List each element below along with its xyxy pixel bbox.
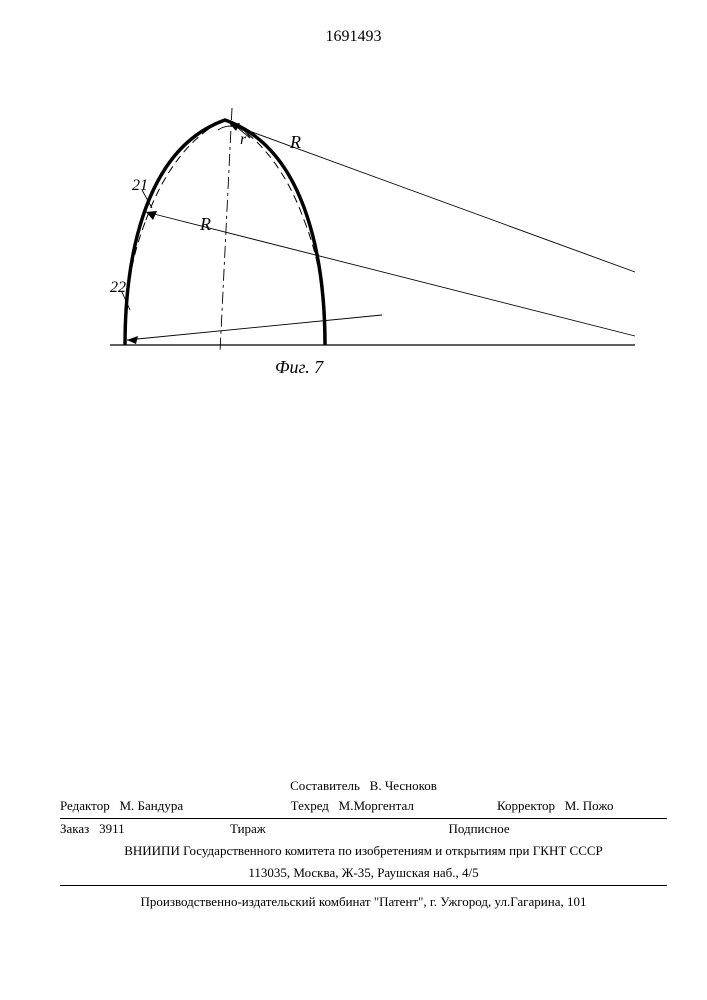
credits-row: Редактор М. Бандура Техред М.Моргентал К… <box>60 796 667 818</box>
subscription-text: Подписное <box>448 821 509 836</box>
label-21: 21 <box>132 177 148 194</box>
label-R-upper: R <box>289 132 301 152</box>
label-R-middle: R <box>199 214 211 234</box>
label-22: 22 <box>110 279 126 296</box>
order-label: Заказ <box>60 821 89 836</box>
order-cell: Заказ 3911 <box>60 821 230 837</box>
editor-cell: Редактор М. Бандура <box>60 798 291 814</box>
composer-label: Составитель <box>290 778 360 793</box>
radius-line-lower <box>127 315 382 340</box>
arch-outline <box>125 120 325 345</box>
tirage-cell: Тираж <box>230 821 449 837</box>
radius-line-middle <box>146 212 635 336</box>
editor-label: Редактор <box>60 798 110 813</box>
corrector-name: М. Пожо <box>565 798 614 813</box>
center-axis <box>220 108 232 352</box>
composer-line: Составитель В. Чесноков <box>60 774 667 796</box>
techred-label: Техред <box>291 798 329 813</box>
subscription-cell: Подписное <box>448 821 667 837</box>
figure-svg: r R R 21 22 Фиг. 7 <box>80 90 640 380</box>
figure-7: r R R 21 22 Фиг. 7 <box>80 90 640 380</box>
order-number: 3911 <box>99 821 125 836</box>
footer-block: Составитель В. Чесноков Редактор М. Банд… <box>60 774 667 910</box>
techred-cell: Техред М.Моргентал <box>291 798 497 814</box>
arch-dash-left-upper <box>146 120 225 220</box>
tirage-label: Тираж <box>230 821 266 836</box>
label-small-r: r <box>240 131 247 148</box>
corrector-label: Корректор <box>497 798 555 813</box>
arrow-lower <box>127 336 138 344</box>
corrector-cell: Корректор М. Пожо <box>497 798 667 814</box>
editor-name: М. Бандура <box>119 798 183 813</box>
address-line: 113035, Москва, Ж-35, Раушская наб., 4/5 <box>60 863 667 885</box>
publisher-line: Производственно-издательский комбинат "П… <box>60 886 667 910</box>
order-row: Заказ 3911 Тираж Подписное <box>60 819 667 841</box>
org-line: ВНИИПИ Государственного комитета по изоб… <box>60 841 667 863</box>
composer-name: В. Чесноков <box>370 778 437 793</box>
document-number: 1691493 <box>0 28 707 46</box>
figure-caption: Фиг. 7 <box>275 357 324 377</box>
techred-name: М.Моргентал <box>339 798 414 813</box>
